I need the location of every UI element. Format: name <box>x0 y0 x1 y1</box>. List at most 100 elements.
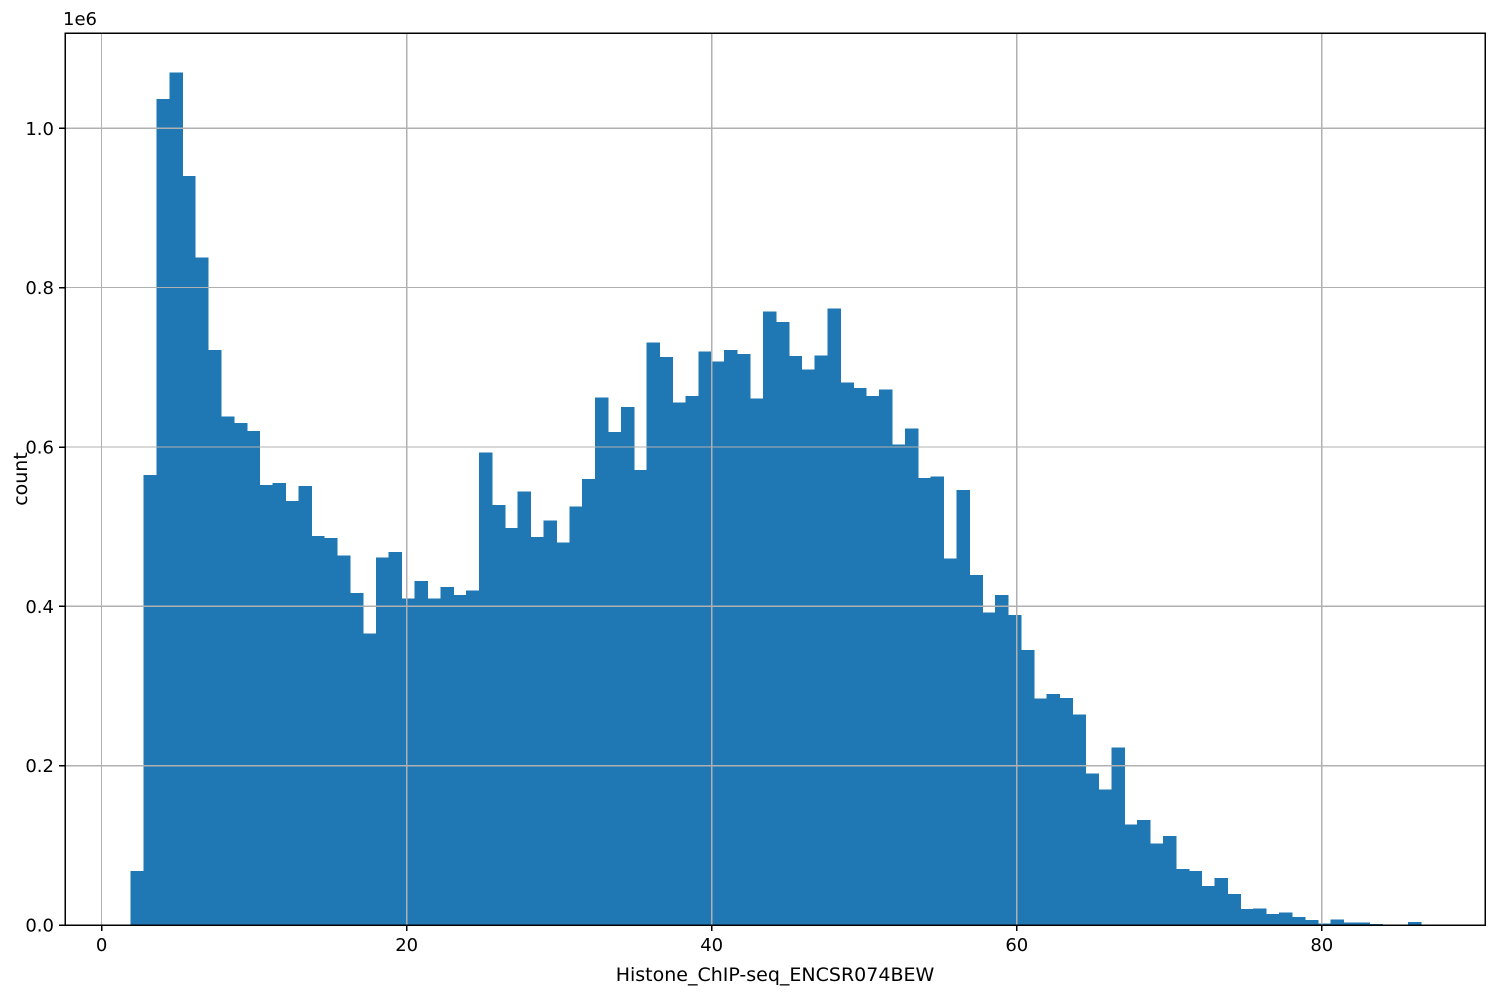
histogram-bar <box>362 633 377 925</box>
histogram-bar <box>1124 824 1138 925</box>
histogram-bar <box>620 407 635 925</box>
histogram-bar <box>1020 650 1035 925</box>
histogram-bar <box>1111 747 1125 925</box>
histogram-bar <box>1201 885 1216 925</box>
histogram-bar <box>724 349 738 925</box>
histogram-bar <box>866 395 880 926</box>
histogram-bar <box>130 870 145 925</box>
y-tick-label: 0.2 <box>25 756 54 777</box>
histogram-bar <box>1266 913 1280 925</box>
histogram-bar <box>737 353 751 925</box>
histogram-bar <box>775 321 790 925</box>
histogram-bar <box>195 257 209 926</box>
y-axis-offset-label: 1e6 <box>63 9 97 30</box>
histogram-bar <box>311 536 325 925</box>
x-tick-label: 40 <box>700 935 723 956</box>
histogram-bar <box>569 506 583 925</box>
histogram-bar <box>543 520 557 925</box>
histogram-bar <box>917 478 932 925</box>
histogram-bar <box>1304 920 1319 925</box>
histogram-bar <box>982 612 996 925</box>
histogram-bar <box>659 356 674 925</box>
histogram-bar <box>1291 917 1306 925</box>
histogram-bar <box>1175 869 1190 925</box>
histogram-bar <box>530 537 545 925</box>
x-tick-label: 80 <box>1310 935 1333 956</box>
histogram-bar <box>440 587 454 925</box>
histogram-bar <box>1162 835 1177 925</box>
histogram-bar <box>1098 789 1112 925</box>
histogram-bar <box>904 428 919 925</box>
x-tick-label: 0 <box>96 935 107 956</box>
histogram-bar <box>801 369 816 925</box>
histogram-bar <box>233 423 248 925</box>
y-tick-label: 1.0 <box>25 119 54 140</box>
histogram-bar <box>491 505 506 925</box>
histogram-bar <box>220 416 235 925</box>
histogram-bar <box>595 397 609 926</box>
histogram-bar <box>1343 922 1358 925</box>
histogram-bar <box>375 557 390 925</box>
histogram-bar <box>388 552 403 925</box>
histogram-bar <box>556 542 570 925</box>
histogram-bar <box>646 342 661 926</box>
histogram-bar <box>453 595 467 925</box>
histogram-bar <box>466 590 480 925</box>
histogram-bar <box>1149 843 1164 925</box>
histogram-bar <box>246 431 261 925</box>
histogram-bar <box>1008 615 1022 925</box>
histogram-bar <box>633 470 648 925</box>
histogram-bar <box>156 98 170 925</box>
histogram-bar <box>995 595 1009 925</box>
histogram-bar <box>208 349 222 925</box>
histogram-bar <box>1408 921 1422 925</box>
histogram-bar <box>1059 697 1074 925</box>
histogram-bar <box>1137 819 1151 925</box>
histogram-bar <box>1317 923 1332 925</box>
histogram-bar <box>698 351 712 925</box>
y-axis-label: count <box>10 452 32 506</box>
y-tick-label: 0.0 <box>25 916 54 937</box>
histogram-bar <box>827 308 841 926</box>
histogram-bar <box>1240 909 1254 925</box>
histogram-bar <box>788 356 803 925</box>
histogram-bar <box>956 489 970 925</box>
histogram-bar <box>1046 693 1061 925</box>
histogram-bar <box>504 528 519 925</box>
y-tick-label: 0.8 <box>25 278 54 299</box>
histogram-bar <box>1033 698 1048 925</box>
histogram-bar <box>401 598 416 925</box>
histogram-bar <box>478 452 493 925</box>
y-tick-label: 0.4 <box>25 597 54 618</box>
histogram-bar <box>285 501 299 925</box>
histogram-bar <box>182 176 196 926</box>
x-tick-label: 60 <box>1005 935 1028 956</box>
histogram-bar <box>272 482 287 925</box>
histogram-bar <box>169 72 183 925</box>
histogram-bar <box>1227 893 1241 925</box>
histogram-bar <box>324 537 338 925</box>
histogram-bar <box>608 431 622 925</box>
histogram-bar <box>814 355 828 926</box>
histogram-bar <box>143 474 157 925</box>
histogram-bar <box>685 395 699 926</box>
x-axis-label: Histone_ChIP-seq_ENCSR074BEW <box>615 964 935 986</box>
histogram-bar <box>840 382 854 925</box>
histogram-bar <box>878 389 893 925</box>
histogram-bar <box>1330 919 1345 925</box>
histogram-bar <box>1279 912 1293 925</box>
histogram-bar <box>517 491 532 925</box>
histogram-bar <box>259 485 274 925</box>
y-tick-label: 0.6 <box>25 438 54 459</box>
histogram-bar <box>1188 870 1203 925</box>
axes-frame <box>64 32 1486 926</box>
histogram-bar <box>853 388 867 925</box>
histogram-bar <box>749 398 764 925</box>
histogram-bar <box>298 486 312 925</box>
histogram-bar <box>711 361 725 926</box>
histogram-bar <box>969 575 983 925</box>
histogram-bar <box>1253 908 1267 925</box>
histogram-bar <box>1072 714 1087 925</box>
